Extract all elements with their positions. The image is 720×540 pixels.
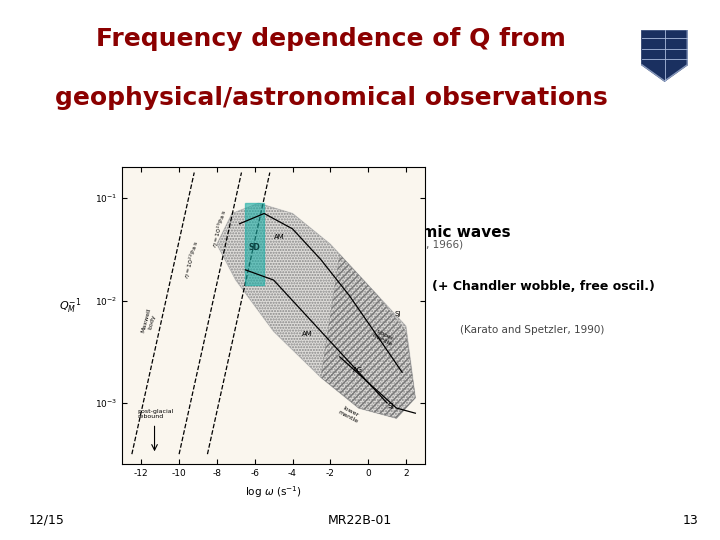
Text: (Goldreich and Seter, 1966): (Goldreich and Seter, 1966) bbox=[318, 239, 464, 249]
Polygon shape bbox=[217, 203, 415, 418]
Text: 12/15: 12/15 bbox=[29, 514, 65, 526]
Text: (+ Chandler wobble, free oscil.): (+ Chandler wobble, free oscil.) bbox=[431, 280, 654, 293]
Y-axis label: $Q_M^{-1}$: $Q_M^{-1}$ bbox=[59, 296, 81, 316]
Polygon shape bbox=[642, 30, 687, 81]
Text: 13: 13 bbox=[683, 514, 698, 526]
Text: upper
mantle: upper mantle bbox=[371, 328, 395, 348]
Text: lower
mantle: lower mantle bbox=[337, 404, 361, 424]
Text: AM: AM bbox=[274, 234, 284, 240]
Text: $\eta{=}10^{22}$Pa s: $\eta{=}10^{22}$Pa s bbox=[182, 239, 202, 280]
Text: (Karato and Spetzler, 1990): (Karato and Spetzler, 1990) bbox=[460, 325, 605, 335]
Text: tide: tide bbox=[275, 235, 312, 253]
Bar bbox=[246, 203, 264, 285]
Text: MR22B-01: MR22B-01 bbox=[328, 514, 392, 526]
X-axis label: log $\omega$ (s$^{-1}$): log $\omega$ (s$^{-1}$) bbox=[246, 484, 302, 500]
Text: SJ: SJ bbox=[395, 311, 401, 317]
Text: AG: AG bbox=[353, 367, 363, 373]
Text: post-glacial
rebound: post-glacial rebound bbox=[138, 409, 174, 420]
Text: Maxwell
body: Maxwell body bbox=[140, 307, 158, 335]
Text: Frequency dependence of Q from: Frequency dependence of Q from bbox=[96, 27, 566, 51]
Text: SJ: SJ bbox=[387, 403, 393, 409]
Text: geophysical/astronomical observations: geophysical/astronomical observations bbox=[55, 86, 608, 110]
Text: seismic waves: seismic waves bbox=[388, 225, 511, 240]
Text: SD: SD bbox=[249, 243, 261, 252]
Text: $\eta{=}10^{19}$Pa s: $\eta{=}10^{19}$Pa s bbox=[210, 208, 231, 249]
Text: AM: AM bbox=[302, 332, 312, 338]
